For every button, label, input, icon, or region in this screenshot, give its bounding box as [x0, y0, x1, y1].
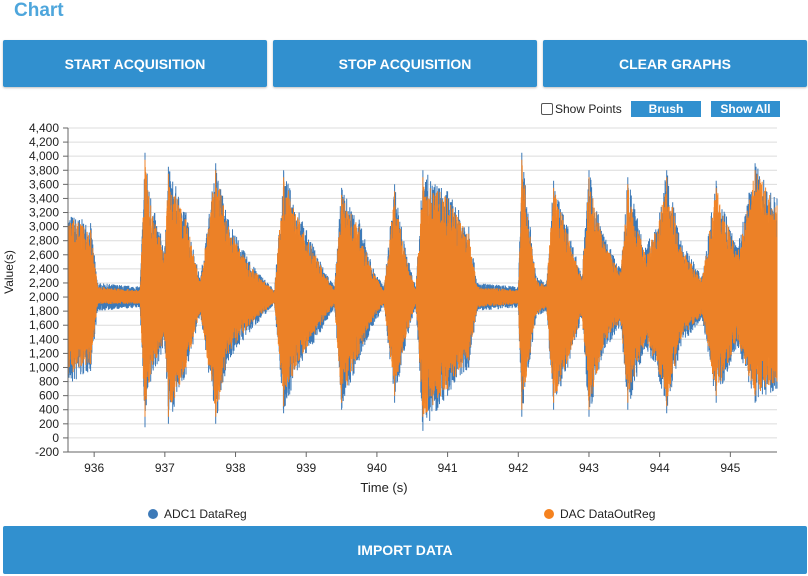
x-tick-label: 939 — [296, 461, 316, 475]
y-tick-label: 3,400 — [29, 191, 59, 205]
start-acquisition-button[interactable]: START ACQUISITION — [3, 40, 267, 87]
y-tick-label: 3,800 — [29, 163, 59, 177]
chart-axes — [67, 128, 777, 453]
x-tick-label: 940 — [367, 461, 387, 475]
x-tick-label: 944 — [650, 461, 670, 475]
x-tick-label: 937 — [155, 461, 175, 475]
show-points-control[interactable]: Show Points — [541, 101, 622, 117]
clear-graphs-button[interactable]: CLEAR GRAPHS — [543, 40, 807, 87]
y-tick-label: 1,400 — [29, 332, 59, 346]
y-tick-label: 400 — [39, 403, 59, 417]
y-tick-label: 200 — [39, 417, 59, 431]
x-tick-label: 943 — [579, 461, 599, 475]
y-tick-label: 3,000 — [29, 220, 59, 234]
line-chart[interactable]: -20002004006008001,0001,2001,4001,6001,8… — [0, 118, 808, 500]
stop-acquisition-button[interactable]: STOP ACQUISITION — [273, 40, 537, 87]
x-axis-label: Time (s) — [360, 480, 407, 495]
legend-marker-adc1 — [148, 509, 158, 519]
y-tick-label: 2,200 — [29, 276, 59, 290]
y-tick-label: 3,600 — [29, 177, 59, 191]
show-points-label: Show Points — [555, 102, 622, 116]
legend-label-dac: DAC DataOutReg — [560, 507, 656, 521]
show-all-button[interactable]: Show All — [711, 101, 780, 117]
x-tick-label: 936 — [84, 461, 104, 475]
y-tick-label: -200 — [35, 445, 59, 459]
brush-button[interactable]: Brush — [631, 101, 701, 117]
y-axis-label: Value(s) — [2, 250, 16, 294]
legend-marker-dac — [544, 509, 554, 519]
y-tick-label: 2,000 — [29, 290, 59, 304]
y-tick-label: 2,800 — [29, 234, 59, 248]
y-tick-label: 3,200 — [29, 206, 59, 220]
y-tick-label: 2,400 — [29, 262, 59, 276]
page-title: Chart — [14, 0, 64, 21]
y-tick-label: 4,200 — [29, 135, 59, 149]
x-tick-label: 945 — [720, 461, 740, 475]
x-tick-label: 938 — [226, 461, 246, 475]
y-tick-label: 800 — [39, 375, 59, 389]
legend-label-adc1: ADC1 DataReg — [164, 507, 247, 521]
y-tick-label: 2,600 — [29, 248, 59, 262]
y-tick-label: 1,600 — [29, 318, 59, 332]
series-line-dac — [67, 159, 778, 417]
x-axis-ticks: 936 937 938 939 940 941 942 943 944 945 — [84, 452, 741, 475]
legend-item-dac[interactable]: DAC DataOutReg — [544, 507, 655, 521]
y-tick-label: 1,800 — [29, 304, 59, 318]
y-tick-label: 1,000 — [29, 360, 59, 374]
y-tick-label: 600 — [39, 389, 59, 403]
y-tick-label: 4,000 — [29, 149, 59, 163]
chart-series — [67, 152, 778, 431]
legend-item-adc1[interactable]: ADC1 DataReg — [148, 507, 247, 521]
y-tick-label: 1,200 — [29, 346, 59, 360]
y-tick-label: 0 — [52, 431, 59, 445]
x-tick-label: 941 — [438, 461, 458, 475]
show-points-checkbox[interactable] — [541, 103, 553, 115]
import-data-button[interactable]: IMPORT DATA — [3, 526, 807, 574]
y-axis-ticks: -20002004006008001,0001,2001,4001,6001,8… — [29, 121, 68, 459]
x-tick-label: 942 — [508, 461, 528, 475]
y-tick-label: 4,400 — [29, 121, 59, 135]
